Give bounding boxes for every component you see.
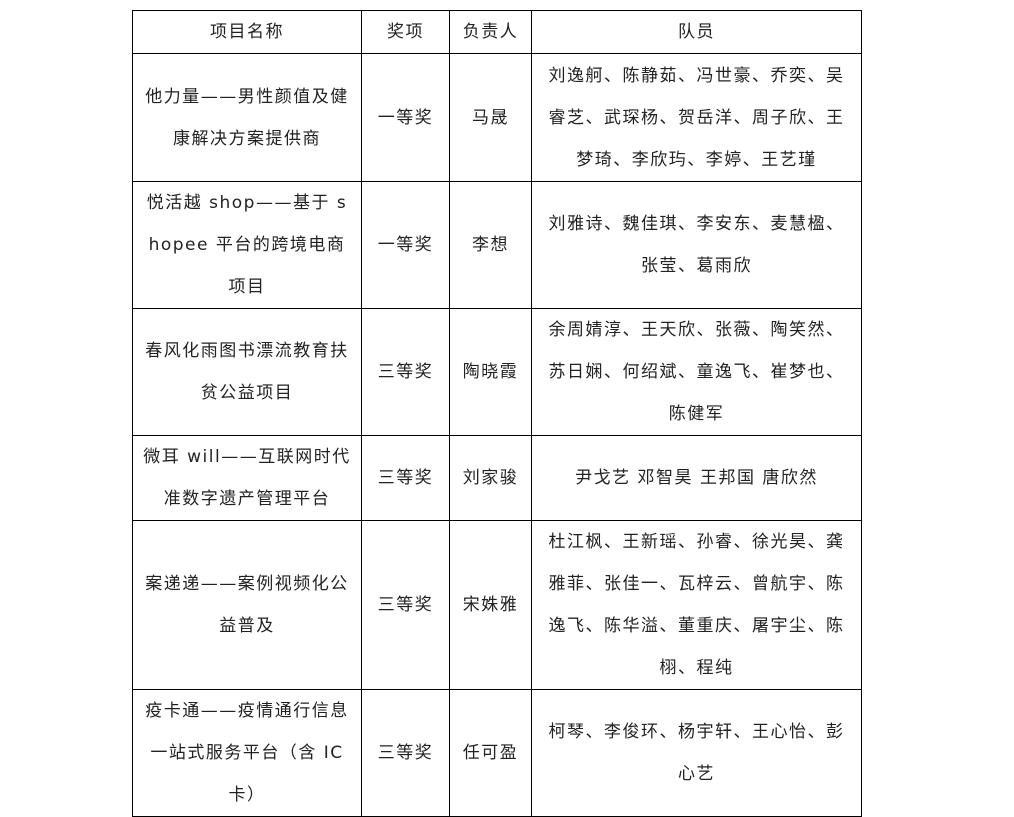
award: 三等奖: [361, 308, 450, 436]
project-name: 微耳 will——互联网时代准数字遗产管理平台: [132, 435, 362, 521]
members: 杜江枫、王新瑶、孙睿、徐光昊、龚雅菲、张佳一、瓦梓云、曾航宇、陈逸飞、陈华溢、董…: [531, 520, 862, 690]
award: 一等奖: [361, 53, 450, 182]
table-row: 春风化雨图书漂流教育扶贫公益项目 三等奖 陶晓霞 余周婧淳、王天欣、张薇、陶笑然…: [132, 308, 862, 436]
header-project: 项目名称: [132, 10, 362, 54]
awards-table: 项目名称 奖项 负责人 队员 他力量——男性颜值及健康解决方案提供商 一等奖 马…: [132, 10, 862, 817]
leader: 任可盈: [449, 689, 532, 817]
table-row: 悦活越 shop——基于 shopee 平台的跨境电商项目 一等奖 李想 刘雅诗…: [132, 181, 862, 309]
award: 三等奖: [361, 689, 450, 817]
project-name: 疫卡通——疫情通行信息一站式服务平台（含 IC 卡）: [132, 689, 362, 817]
project-name: 他力量——男性颜值及健康解决方案提供商: [132, 53, 362, 182]
table-row: 他力量——男性颜值及健康解决方案提供商 一等奖 马晟 刘逸舸、陈静茹、冯世豪、乔…: [132, 53, 862, 182]
leader: 宋姝雅: [449, 520, 532, 690]
award: 三等奖: [361, 435, 450, 521]
table-row: 微耳 will——互联网时代准数字遗产管理平台 三等奖 刘家骏 尹戈艺 邓智昊 …: [132, 435, 862, 521]
members: 尹戈艺 邓智昊 王邦国 唐欣然: [531, 435, 862, 521]
table-row: 疫卡通——疫情通行信息一站式服务平台（含 IC 卡） 三等奖 任可盈 柯琴、李俊…: [132, 689, 862, 817]
leader: 李想: [449, 181, 532, 309]
members: 柯琴、李俊环、杨宇轩、王心怡、彭心艺: [531, 689, 862, 817]
header-award: 奖项: [361, 10, 450, 54]
table-row: 案递递——案例视频化公益普及 三等奖 宋姝雅 杜江枫、王新瑶、孙睿、徐光昊、龚雅…: [132, 520, 862, 690]
award: 三等奖: [361, 520, 450, 690]
members: 余周婧淳、王天欣、张薇、陶笑然、苏日娴、何绍斌、童逸飞、崔梦也、陈健军: [531, 308, 862, 436]
header-row: 项目名称 奖项 负责人 队员: [132, 10, 862, 54]
award: 一等奖: [361, 181, 450, 309]
leader: 刘家骏: [449, 435, 532, 521]
project-name: 春风化雨图书漂流教育扶贫公益项目: [132, 308, 362, 436]
members: 刘逸舸、陈静茹、冯世豪、乔奕、吴睿芝、武琛杨、贺岳洋、周子欣、王梦琦、李欣玙、李…: [531, 53, 862, 182]
header-members: 队员: [531, 10, 862, 54]
project-name: 悦活越 shop——基于 shopee 平台的跨境电商项目: [132, 181, 362, 309]
members: 刘雅诗、魏佳琪、李安东、麦慧楹、张莹、葛雨欣: [531, 181, 862, 309]
leader: 陶晓霞: [449, 308, 532, 436]
header-leader: 负责人: [449, 10, 532, 54]
leader: 马晟: [449, 53, 532, 182]
project-name: 案递递——案例视频化公益普及: [132, 520, 362, 690]
